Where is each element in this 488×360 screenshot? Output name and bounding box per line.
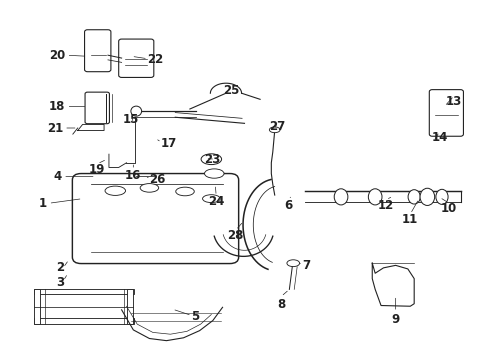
Text: 26: 26 (149, 173, 165, 186)
FancyBboxPatch shape (428, 90, 463, 136)
Ellipse shape (419, 188, 434, 206)
Ellipse shape (105, 186, 125, 195)
Text: 25: 25 (222, 84, 239, 97)
Text: 24: 24 (207, 195, 224, 208)
Text: 14: 14 (430, 131, 447, 144)
Text: 18: 18 (49, 100, 65, 113)
Text: 27: 27 (269, 120, 285, 133)
Ellipse shape (407, 190, 419, 204)
Text: 5: 5 (190, 310, 199, 324)
Text: 13: 13 (445, 95, 461, 108)
FancyBboxPatch shape (84, 30, 111, 72)
Text: 21: 21 (47, 122, 63, 135)
Ellipse shape (286, 260, 299, 267)
Text: 2: 2 (56, 261, 64, 274)
Ellipse shape (333, 189, 347, 205)
Text: 19: 19 (89, 163, 105, 176)
Ellipse shape (269, 127, 280, 133)
Text: 28: 28 (227, 229, 244, 243)
Text: 1: 1 (39, 197, 47, 210)
FancyBboxPatch shape (72, 174, 238, 264)
FancyBboxPatch shape (119, 39, 154, 77)
Ellipse shape (201, 154, 221, 165)
Ellipse shape (367, 189, 381, 205)
Bar (34, 289, 134, 294)
Text: 16: 16 (125, 168, 141, 181)
Text: 15: 15 (123, 113, 139, 126)
Text: 8: 8 (276, 298, 285, 311)
Ellipse shape (140, 184, 158, 192)
Text: 20: 20 (49, 49, 65, 62)
Text: 9: 9 (391, 314, 399, 327)
Text: 23: 23 (204, 153, 220, 166)
Text: 11: 11 (401, 213, 418, 226)
Bar (34, 289, 40, 324)
Text: 3: 3 (56, 276, 64, 289)
Ellipse shape (131, 106, 142, 116)
FancyBboxPatch shape (85, 92, 109, 124)
Text: 17: 17 (160, 137, 177, 150)
Text: 22: 22 (147, 53, 163, 66)
Bar (34, 319, 134, 324)
Bar (127, 289, 133, 324)
Text: 7: 7 (302, 259, 309, 272)
Ellipse shape (175, 187, 194, 196)
Ellipse shape (435, 189, 447, 204)
Ellipse shape (202, 195, 220, 203)
Text: 10: 10 (440, 202, 456, 215)
Text: 12: 12 (377, 199, 393, 212)
Ellipse shape (204, 169, 224, 178)
Text: 4: 4 (53, 170, 61, 183)
Text: 6: 6 (284, 199, 292, 212)
